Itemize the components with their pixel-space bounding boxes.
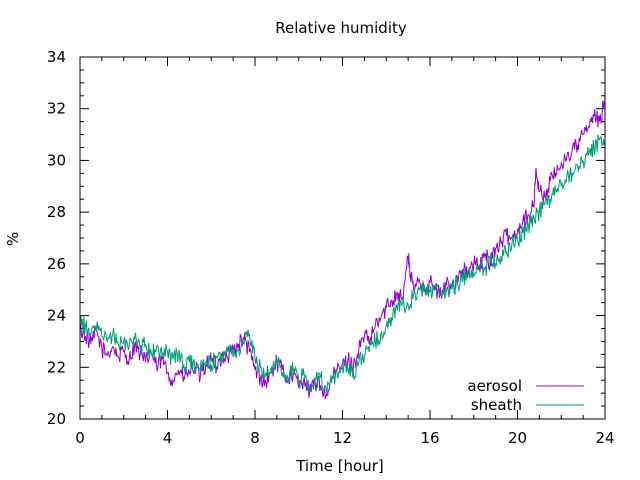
y-tick-label: 26 — [47, 255, 66, 273]
tick-labels: 0 4 8 12 16 20 24 20 22 24 26 28 30 32 34 — [47, 48, 615, 447]
y-tick-label: 34 — [47, 48, 66, 66]
x-tick-label: 12 — [333, 429, 352, 447]
chart-title: Relative humidity — [275, 19, 407, 37]
y-tick-label: 24 — [47, 307, 66, 325]
y-tick-label: 30 — [47, 151, 66, 169]
series-line-aerosol — [79, 100, 606, 400]
x-tick-label: 8 — [250, 429, 260, 447]
legend-label-sheath: sheath — [471, 396, 522, 414]
y-axis-label: % — [4, 232, 22, 246]
x-tick-label: 4 — [163, 429, 173, 447]
x-tick-label: 24 — [595, 429, 614, 447]
x-tick-label: 16 — [420, 429, 439, 447]
y-tick-label: 22 — [47, 358, 66, 376]
y-tick-label: 20 — [47, 410, 66, 428]
x-axis-label: Time [hour] — [295, 457, 384, 475]
series-line-sheath — [79, 134, 606, 394]
y-tick-label: 32 — [47, 100, 66, 118]
legend-label-aerosol: aerosol — [467, 377, 522, 395]
x-tick-label: 0 — [75, 429, 85, 447]
y-tick-label: 28 — [47, 203, 66, 221]
x-tick-label: 20 — [508, 429, 527, 447]
series-lines — [79, 100, 606, 400]
plot-frame — [79, 56, 606, 420]
